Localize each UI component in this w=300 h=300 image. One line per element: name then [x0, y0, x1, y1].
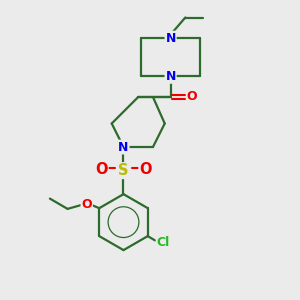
Text: O: O — [139, 162, 152, 177]
Text: N: N — [118, 141, 129, 154]
Text: Cl: Cl — [157, 236, 170, 249]
Text: S: S — [118, 163, 129, 178]
Text: N: N — [165, 32, 176, 45]
Text: O: O — [187, 91, 197, 103]
Text: N: N — [165, 70, 176, 83]
Text: O: O — [95, 162, 108, 177]
Text: O: O — [81, 198, 92, 211]
